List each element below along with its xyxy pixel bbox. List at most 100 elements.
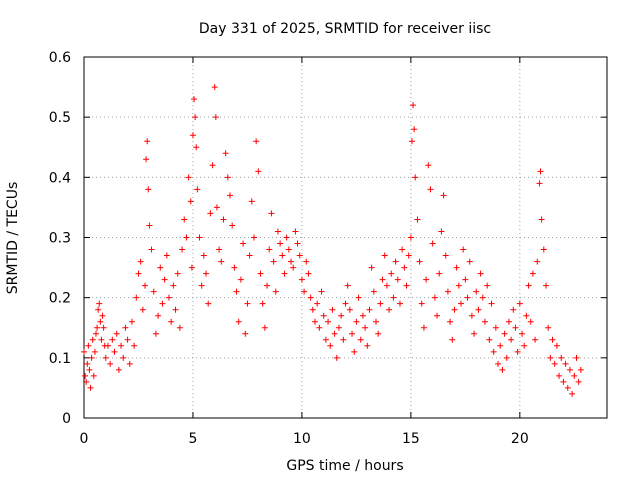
data-point <box>96 300 103 307</box>
data-point <box>270 258 277 265</box>
data-point <box>484 282 491 289</box>
data-point <box>124 336 131 343</box>
data-point <box>386 306 393 313</box>
y-tick-label: 0.4 <box>49 170 71 186</box>
data-point <box>155 312 162 319</box>
data-point <box>95 306 102 313</box>
data-point <box>569 390 576 397</box>
data-point <box>479 294 486 301</box>
data-point <box>416 258 423 265</box>
data-point <box>97 318 104 325</box>
data-point <box>527 318 534 325</box>
data-point <box>464 294 471 301</box>
data-point <box>88 354 95 361</box>
data-point <box>503 354 510 361</box>
data-point <box>152 330 159 337</box>
data-point <box>407 234 414 241</box>
data-point <box>231 264 238 271</box>
x-tick-label: 20 <box>511 431 529 447</box>
grid-lines <box>84 57 607 418</box>
data-point <box>538 216 545 223</box>
chart-title: Day 331 of 2025, SRMTID for receiver iis… <box>199 21 491 37</box>
data-point <box>475 306 482 313</box>
data-point <box>453 264 460 271</box>
data-point <box>187 198 194 205</box>
data-point <box>240 240 247 247</box>
data-marks <box>81 84 584 397</box>
data-point <box>573 354 580 361</box>
y-tick-label: 0.6 <box>49 50 71 66</box>
data-point <box>133 294 140 301</box>
data-point <box>145 186 152 193</box>
data-point <box>492 324 499 331</box>
data-point <box>327 342 334 349</box>
data-point <box>558 354 565 361</box>
data-point <box>139 306 146 313</box>
data-point <box>198 282 205 289</box>
data-point <box>211 84 218 91</box>
data-point <box>107 360 114 367</box>
data-point <box>216 246 223 253</box>
data-point <box>157 264 164 271</box>
data-point <box>318 288 325 295</box>
data-point <box>298 276 305 283</box>
data-point <box>547 354 554 361</box>
data-point <box>87 384 94 391</box>
data-point <box>455 282 462 289</box>
data-point <box>146 222 153 229</box>
data-point <box>335 324 342 331</box>
data-point <box>359 312 366 319</box>
data-point <box>571 372 578 379</box>
data-point <box>253 138 260 145</box>
data-point <box>405 252 412 259</box>
data-point <box>444 288 451 295</box>
data-point <box>296 252 303 259</box>
data-point <box>370 288 377 295</box>
data-point <box>235 318 242 325</box>
data-point <box>111 348 118 355</box>
data-point <box>203 270 210 277</box>
data-point <box>292 228 299 235</box>
data-point <box>329 306 336 313</box>
data-point <box>120 354 127 361</box>
data-point <box>126 360 133 367</box>
data-point <box>161 276 168 283</box>
data-point <box>521 342 528 349</box>
data-point <box>94 324 101 331</box>
data-point <box>460 246 467 253</box>
data-point <box>355 294 362 301</box>
data-point <box>366 306 373 313</box>
x-tick-label: 5 <box>188 431 197 447</box>
data-point <box>351 348 358 355</box>
data-point <box>540 246 547 253</box>
data-point <box>179 246 186 253</box>
data-point <box>379 276 386 283</box>
data-point <box>564 384 571 391</box>
data-point <box>414 216 421 223</box>
data-point <box>290 264 297 271</box>
data-point <box>525 282 532 289</box>
data-point <box>434 312 441 319</box>
data-point <box>442 252 449 259</box>
y-tick-label: 0.5 <box>49 110 71 126</box>
data-point <box>553 342 560 349</box>
data-point <box>471 330 478 337</box>
data-point <box>392 258 399 265</box>
x-axis-label: GPS time / hours <box>286 458 403 474</box>
data-point <box>338 312 345 319</box>
data-point <box>577 366 584 373</box>
data-point <box>144 138 151 145</box>
data-point <box>255 168 262 175</box>
data-point <box>283 234 290 241</box>
data-point <box>342 300 349 307</box>
x-tick-label: 0 <box>80 431 89 447</box>
data-point <box>200 252 207 259</box>
data-point <box>423 276 430 283</box>
data-point <box>115 366 122 373</box>
data-point <box>545 324 552 331</box>
data-point <box>170 282 177 289</box>
data-point <box>314 300 321 307</box>
data-point <box>277 240 284 247</box>
data-point <box>207 210 214 217</box>
data-point <box>176 324 183 331</box>
